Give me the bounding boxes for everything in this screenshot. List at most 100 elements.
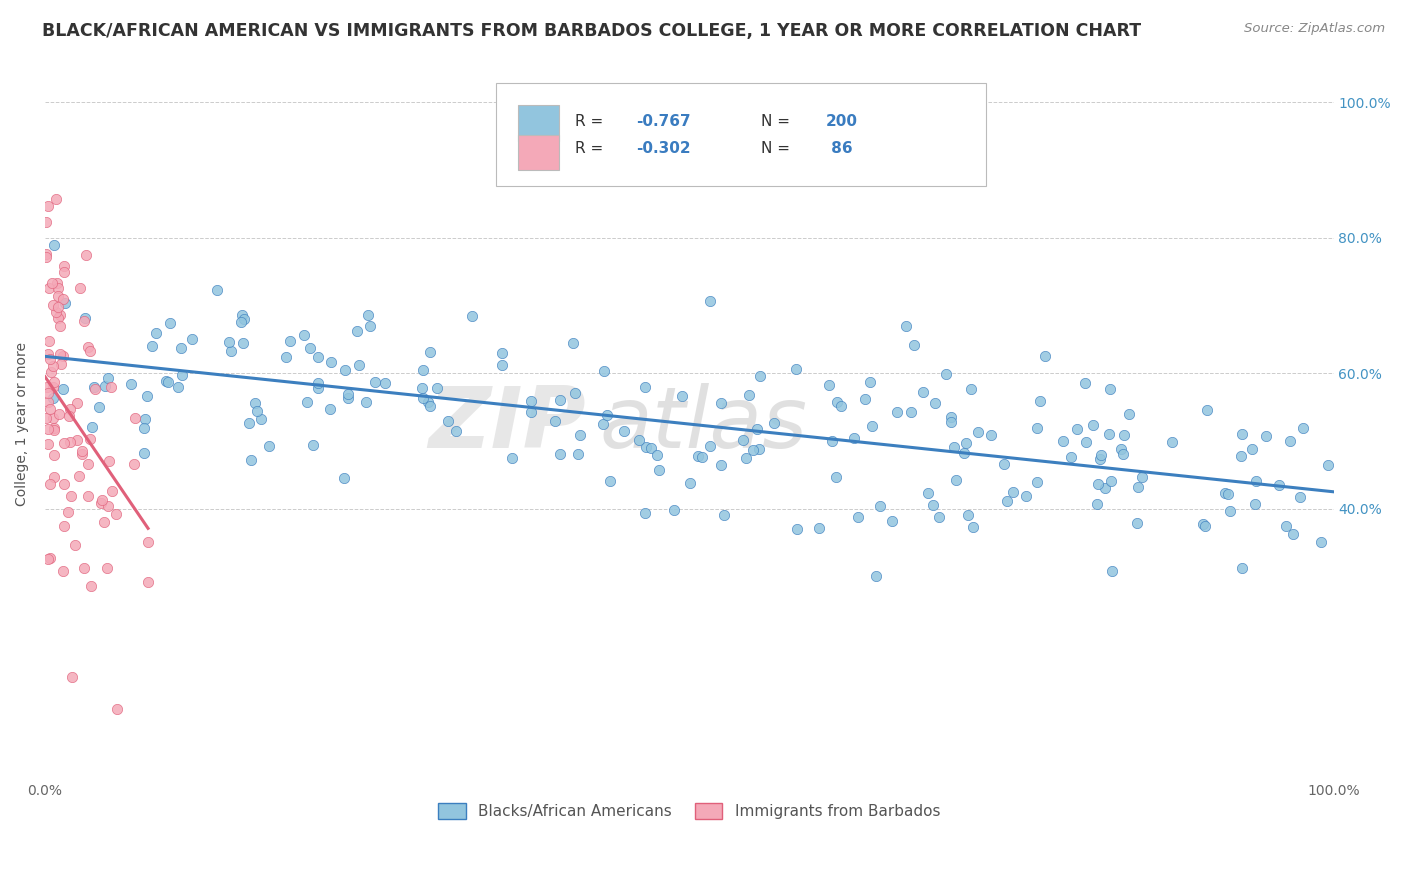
Point	[846, 510, 869, 524]
Point	[1275, 519, 1298, 533]
Point	[38, 280, 60, 294]
Point	[66, 396, 89, 410]
Point	[1059, 450, 1081, 465]
Point	[48, 288, 70, 302]
Point	[259, 439, 281, 453]
Point	[762, 416, 785, 430]
Point	[1087, 477, 1109, 491]
Point	[748, 369, 770, 384]
Point	[42, 359, 65, 373]
Point	[1111, 447, 1133, 461]
Y-axis label: College, 1 year or more: College, 1 year or more	[15, 342, 30, 506]
Point	[426, 381, 449, 395]
Point	[49, 347, 72, 361]
Point	[45, 192, 67, 206]
Point	[567, 447, 589, 461]
Point	[1118, 407, 1140, 421]
Point	[374, 376, 396, 391]
Point	[37, 380, 59, 394]
Point	[1081, 418, 1104, 433]
Point	[42, 410, 65, 425]
Point	[132, 420, 155, 434]
Point	[942, 440, 965, 454]
Point	[634, 440, 657, 454]
Point	[548, 392, 571, 407]
Text: 86: 86	[825, 141, 852, 156]
Point	[100, 483, 122, 498]
Point	[1246, 474, 1268, 488]
Point	[444, 425, 467, 439]
Point	[37, 386, 59, 401]
Point	[967, 425, 990, 439]
Point	[42, 391, 65, 405]
Point	[956, 508, 979, 523]
Point	[46, 281, 69, 295]
Point	[733, 433, 755, 447]
Point	[302, 438, 325, 452]
Point	[69, 281, 91, 295]
Point	[37, 437, 59, 451]
Point	[859, 375, 882, 389]
Point	[46, 311, 69, 326]
Point	[336, 391, 359, 405]
Point	[748, 442, 770, 456]
Point	[886, 404, 908, 418]
Point	[662, 503, 685, 517]
Text: atlas: atlas	[599, 383, 807, 466]
Point	[53, 435, 76, 450]
Point	[276, 350, 298, 364]
Point	[122, 458, 145, 472]
Point	[156, 375, 179, 389]
Point	[1213, 485, 1236, 500]
Point	[688, 450, 710, 464]
Point	[860, 419, 883, 434]
Point	[52, 477, 75, 491]
Point	[307, 381, 329, 395]
Text: 200: 200	[825, 114, 858, 129]
Point	[90, 496, 112, 510]
Point	[786, 522, 808, 536]
Point	[1292, 421, 1315, 435]
Point	[79, 433, 101, 447]
Point	[1130, 470, 1153, 484]
Point	[596, 408, 619, 422]
Point	[592, 417, 614, 431]
Point	[49, 357, 72, 371]
Point	[735, 450, 758, 465]
Point	[80, 578, 103, 592]
Point	[35, 215, 58, 229]
Point	[35, 247, 58, 261]
Point	[419, 399, 441, 413]
Point	[1098, 382, 1121, 396]
Point	[945, 473, 967, 487]
Point	[77, 340, 100, 354]
Point	[520, 393, 543, 408]
Point	[90, 493, 112, 508]
Point	[1289, 490, 1312, 504]
Point	[75, 310, 97, 325]
Point	[93, 516, 115, 530]
Point	[1114, 427, 1136, 442]
Point	[1109, 442, 1132, 456]
Point	[894, 318, 917, 333]
Text: R =: R =	[575, 141, 607, 156]
Point	[94, 378, 117, 392]
Point	[332, 471, 354, 485]
Point	[250, 412, 273, 426]
Point	[37, 552, 59, 566]
Point	[411, 381, 433, 395]
Point	[42, 421, 65, 435]
Point	[73, 561, 96, 575]
Point	[41, 276, 63, 290]
Point	[307, 376, 329, 391]
Point	[1035, 349, 1057, 363]
Text: -0.767: -0.767	[637, 114, 690, 129]
Point	[124, 410, 146, 425]
Point	[1002, 485, 1025, 500]
Text: BLACK/AFRICAN AMERICAN VS IMMIGRANTS FROM BARBADOS COLLEGE, 1 YEAR OR MORE CORRE: BLACK/AFRICAN AMERICAN VS IMMIGRANTS FRO…	[42, 22, 1142, 40]
Point	[35, 250, 58, 264]
Point	[51, 564, 73, 578]
Point	[1052, 434, 1074, 448]
Point	[97, 370, 120, 384]
Point	[1197, 403, 1219, 417]
